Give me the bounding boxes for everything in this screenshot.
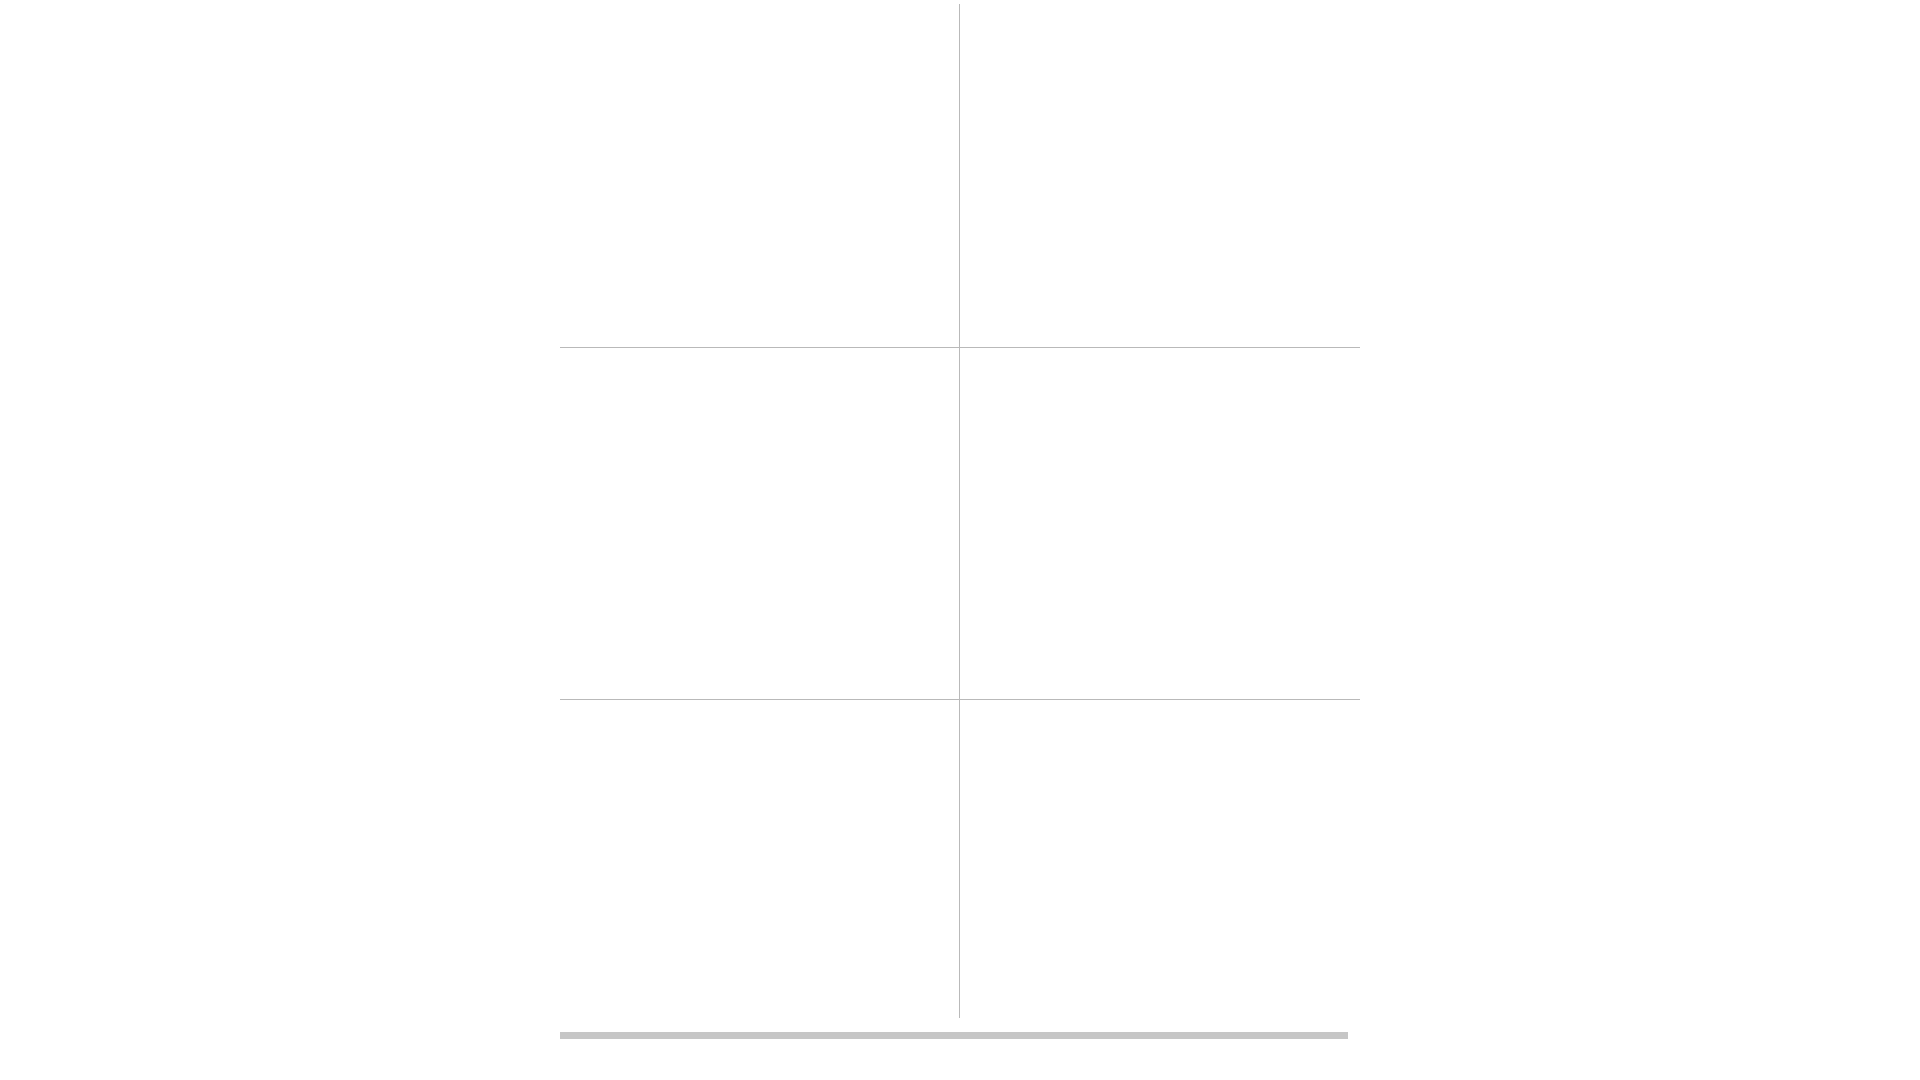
chart-cell-housing-cost — [560, 700, 960, 1018]
chart-cell-disposable-income — [960, 348, 1360, 700]
line-chart-income-inequality — [961, 139, 1359, 341]
chart-cell-income-inequality — [960, 4, 1360, 348]
chart-cell-gender-employment-gap — [560, 4, 960, 348]
footer-bar-row — [560, 1032, 1360, 1039]
line-chart-housing-cost — [561, 810, 959, 1012]
footer — [560, 1032, 1360, 1039]
chart-cell-benefits-impact — [960, 700, 1360, 1018]
infographic — [560, 0, 1360, 1039]
charts-grid — [560, 4, 1360, 1018]
line-chart-benefits-impact — [961, 810, 1359, 1012]
footer-divider-bar — [560, 1032, 1348, 1039]
chart-cell-poverty-risk — [560, 348, 960, 700]
line-chart-poverty-risk — [561, 491, 959, 693]
line-chart-gender-employment-gap — [561, 139, 959, 341]
line-chart-disposable-income — [961, 491, 1359, 693]
